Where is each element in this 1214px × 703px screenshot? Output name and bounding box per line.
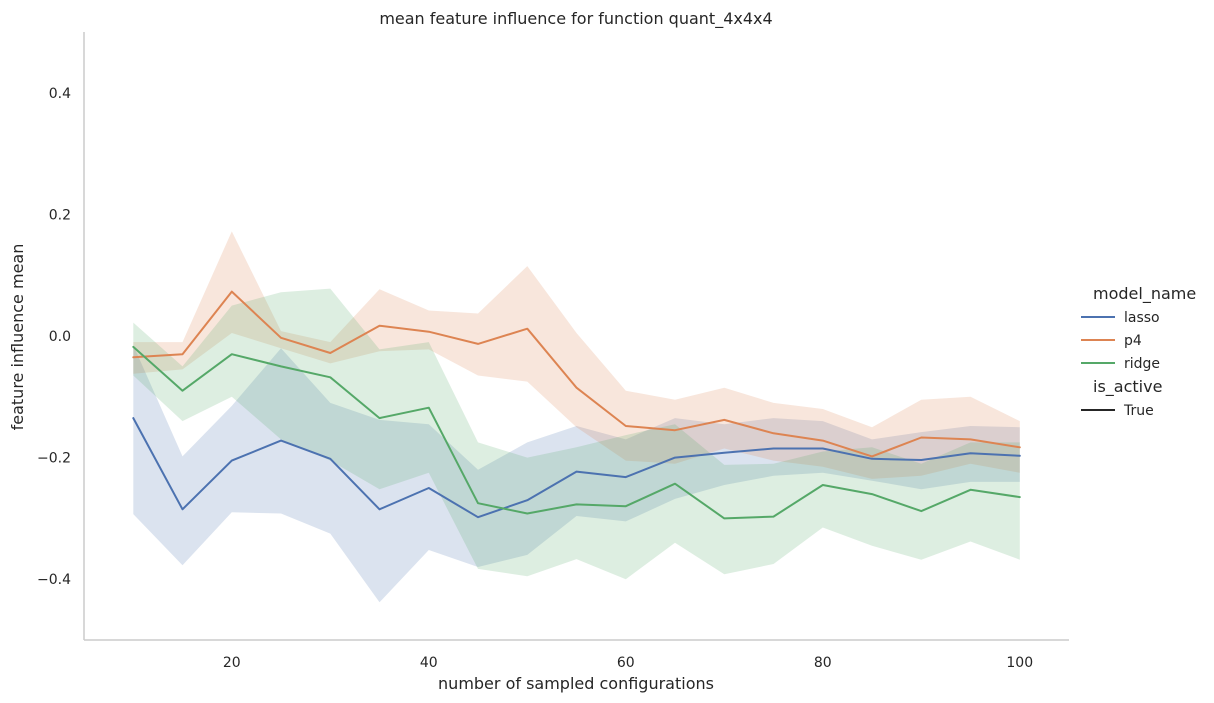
x-tick-label: 80 [814, 655, 832, 671]
x-tick-label: 40 [420, 655, 438, 671]
legend-label-p4: p4 [1124, 333, 1142, 349]
y-tick-label: 0.4 [49, 86, 71, 102]
x-tick-labels: 20 40 60 80 100 [223, 655, 1033, 671]
axes [83, 32, 1069, 641]
confidence-bands [133, 231, 1020, 603]
band-lasso [133, 345, 1020, 603]
legend: model_name lasso p4 ridge is_active True [1081, 284, 1196, 419]
x-axis-label: number of sampled configurations [438, 674, 714, 693]
legend-label-ridge: ridge [1124, 356, 1160, 372]
chart-title: mean feature influence for function quan… [379, 9, 772, 29]
series-line-lasso [132, 417, 1021, 519]
series-lines [132, 290, 1021, 520]
band-p4 [133, 231, 1020, 479]
x-tick-label: 100 [1006, 655, 1033, 671]
legend-label-lasso: lasso [1124, 310, 1160, 326]
legend-title-model-name: model_name [1093, 284, 1196, 304]
series-line-p4 [132, 290, 1021, 458]
x-tick-label: 60 [617, 655, 635, 671]
band-ridge [133, 288, 1020, 580]
y-axis-label: feature influence mean [8, 244, 27, 431]
y-tick-label: −0.2 [37, 451, 71, 467]
x-tick-label: 20 [223, 655, 241, 671]
y-tick-labels: −0.4 −0.2 0.0 0.2 0.4 [37, 86, 71, 588]
y-tick-label: 0.0 [49, 329, 71, 345]
legend-label-true: True [1123, 403, 1154, 419]
y-tick-label: 0.2 [49, 207, 71, 223]
legend-entries: lasso p4 ridge [1081, 310, 1160, 372]
series-line-ridge [132, 345, 1021, 520]
y-tick-label: −0.4 [37, 572, 71, 588]
legend-title-is-active: is_active [1093, 377, 1162, 397]
